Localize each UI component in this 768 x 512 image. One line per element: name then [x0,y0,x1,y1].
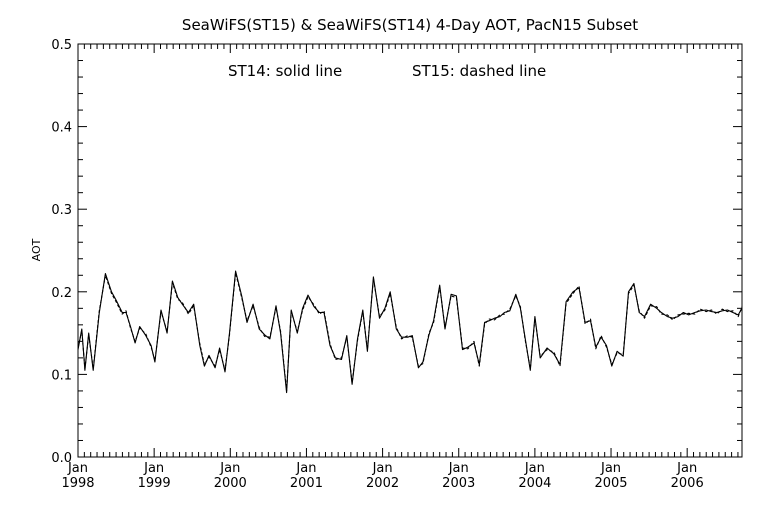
y-axis: 0.0 0.1 0.2 0.3 0.4 0.5 [51,38,742,466]
annotation-dashed-line: ST15: dashed line [412,62,546,80]
x-axis: Jan1998Jan1999Jan2000Jan2001Jan2002Jan20… [61,44,739,491]
x-tick-year-label: 2005 [594,476,627,491]
x-tick-month-label: Jan [67,461,88,476]
x-tick-month-label: Jan [524,461,545,476]
x-tick-year-label: 2003 [442,476,475,491]
x-tick-year-label: 2002 [366,476,399,491]
x-tick-month-label: Jan [372,461,393,476]
series-layer [77,270,743,394]
x-tick-month-label: Jan [219,461,240,476]
y-tick-label: 0.3 [51,203,72,218]
plot-area [77,43,743,458]
annotation-solid-line: ST14: solid line [228,62,342,80]
x-tick-year-label: 1999 [138,476,171,491]
y-tick-label: 0.5 [51,38,72,53]
x-tick-month-label: Jan [143,461,164,476]
y-tick-label: 0.4 [51,121,72,136]
x-tick-year-label: 2000 [214,476,247,491]
y-tick-label: 0.2 [51,286,72,301]
y-axis-label: AOT [30,238,43,261]
y-tick-label: 0.0 [51,451,72,466]
x-tick-year-label: 1998 [61,476,94,491]
x-tick-month-label: Jan [448,461,469,476]
x-tick-month-label: Jan [676,461,697,476]
series-line-st15 [77,272,743,392]
x-tick-year-label: 2004 [518,476,551,491]
plot-frame [77,43,743,458]
chart-title: SeaWiFS(ST15) & SeaWiFS(ST14) 4-Day AOT,… [182,16,638,34]
x-tick-month-label: Jan [295,461,316,476]
x-tick-year-label: 2006 [671,476,704,491]
y-tick-label: 0.1 [51,368,72,383]
x-tick-month-label: Jan [600,461,621,476]
x-tick-year-label: 2001 [290,476,323,491]
